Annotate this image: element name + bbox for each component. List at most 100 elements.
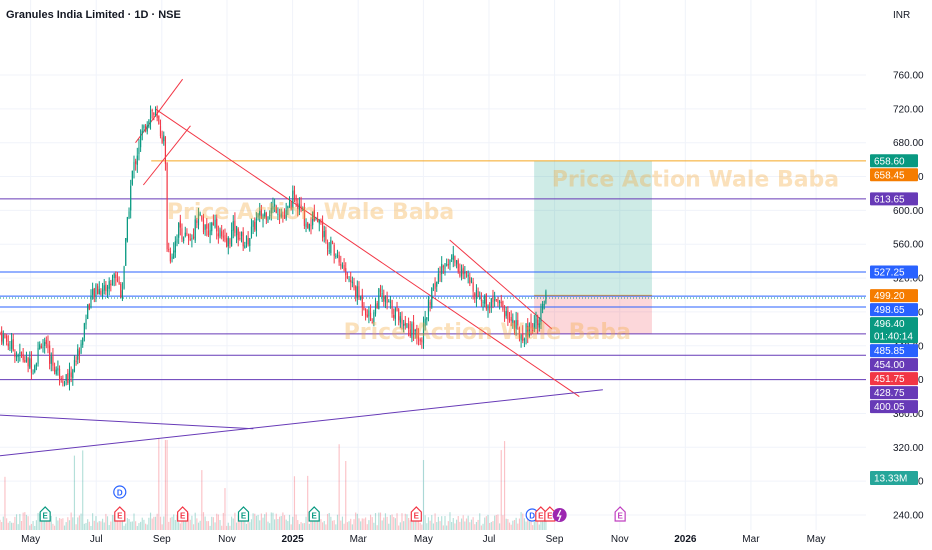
- chart-title: Granules India Limited · 1D · NSE: [6, 9, 181, 21]
- volume-bar: [221, 525, 223, 530]
- event-marker[interactable]: E: [410, 506, 422, 522]
- event-marker[interactable]: E: [39, 506, 51, 522]
- currency-label: INR: [893, 10, 910, 21]
- candle-body: [35, 363, 37, 367]
- candle-body: [20, 351, 23, 356]
- x-tick-label: May: [21, 534, 40, 545]
- event-letter: E: [180, 512, 186, 521]
- event-marker[interactable]: E: [114, 506, 126, 522]
- candle-body: [351, 281, 353, 284]
- dividend-icon[interactable]: [113, 485, 127, 499]
- candle-body: [280, 213, 282, 217]
- position-stop-zone[interactable]: [534, 295, 652, 334]
- event-marker[interactable]: E: [237, 506, 250, 522]
- candle-body: [183, 237, 185, 241]
- candle-body: [350, 280, 352, 283]
- candle-body: [97, 286, 99, 295]
- earnings-icon[interactable]: [114, 506, 126, 522]
- volume-bar: [55, 516, 57, 530]
- candle-body: [442, 266, 444, 268]
- candle-body: [111, 279, 114, 286]
- earnings-icon[interactable]: [177, 506, 189, 522]
- event-letter: E: [312, 512, 318, 521]
- trend-line[interactable]: [449, 239, 553, 330]
- volume-bar: [2, 516, 4, 530]
- volume-tag: [870, 471, 918, 485]
- price-tag: [870, 168, 918, 182]
- volume-bar: [27, 516, 29, 530]
- y-tick-label: 720.00: [893, 104, 924, 115]
- volume-bar: [494, 515, 496, 530]
- event-marker[interactable]: D: [113, 485, 127, 499]
- volume-bar: [308, 523, 310, 530]
- candle-body: [143, 125, 145, 129]
- volume-bar: [138, 523, 140, 530]
- volume-bar: [244, 517, 246, 530]
- event-marker[interactable]: E: [614, 506, 626, 522]
- candle-body: [4, 334, 6, 339]
- volume-bar: [492, 521, 494, 530]
- candle-body: [14, 352, 16, 358]
- volume-bar: [384, 513, 387, 530]
- volume-bar: [361, 518, 363, 530]
- volume-bar: [300, 522, 302, 530]
- volume-bar: [495, 514, 497, 530]
- volume-bar: [489, 522, 491, 530]
- event-marker[interactable]: E: [177, 506, 189, 522]
- earnings-icon[interactable]: [614, 506, 626, 522]
- candle-body: [408, 323, 410, 329]
- volume-bar: [178, 522, 180, 530]
- candle-body: [212, 222, 214, 225]
- candle-body: [338, 255, 340, 263]
- trend-line[interactable]: [142, 125, 191, 186]
- candle-body: [307, 222, 309, 229]
- volume-bar: [158, 437, 160, 530]
- volume-bar: [328, 512, 330, 530]
- volume-bar: [226, 525, 228, 530]
- position-target-zone[interactable]: [534, 160, 652, 296]
- trend-line[interactable]: [0, 414, 254, 430]
- earnings-icon[interactable]: [39, 506, 51, 522]
- volume-bar: [93, 520, 95, 530]
- volume-tag-label: 13.33M: [874, 474, 907, 485]
- volume-bar: [0, 519, 1, 530]
- candle-body: [24, 359, 26, 363]
- candle-body: [409, 329, 411, 336]
- volume-bar: [24, 512, 26, 530]
- volume-bar: [348, 521, 350, 530]
- volume-bar: [73, 455, 76, 530]
- candle-body: [40, 345, 42, 349]
- volume-bar: [326, 513, 329, 530]
- candle-body: [288, 202, 291, 208]
- volume-bar: [237, 515, 239, 530]
- candle-body: [270, 207, 272, 214]
- candle-body: [318, 220, 320, 224]
- volume-bar: [11, 522, 13, 530]
- event-letter: D: [529, 512, 535, 521]
- candle-body: [105, 284, 107, 292]
- earnings-icon[interactable]: [237, 506, 250, 522]
- earnings-icon[interactable]: [308, 506, 320, 522]
- event-marker[interactable]: E: [308, 506, 320, 522]
- trend-line[interactable]: [135, 78, 184, 143]
- volume-bar: [424, 515, 426, 530]
- volume-bar: [136, 525, 138, 530]
- earnings-icon[interactable]: [410, 506, 422, 522]
- candle-body: [520, 334, 522, 341]
- volume-bar: [191, 515, 193, 530]
- candle-body: [527, 325, 529, 336]
- trend-line[interactable]: [154, 108, 580, 397]
- candle-body: [469, 277, 471, 284]
- trend-line[interactable]: [0, 389, 603, 457]
- candle-body: [502, 301, 504, 310]
- volume-bar: [355, 512, 357, 530]
- candle-body: [221, 231, 223, 237]
- volume-bar: [181, 513, 183, 530]
- split-icon[interactable]: [552, 508, 567, 522]
- volume-bar: [144, 523, 147, 530]
- candle-body: [335, 256, 337, 258]
- volume-bar: [37, 512, 39, 530]
- candle-body: [34, 365, 36, 373]
